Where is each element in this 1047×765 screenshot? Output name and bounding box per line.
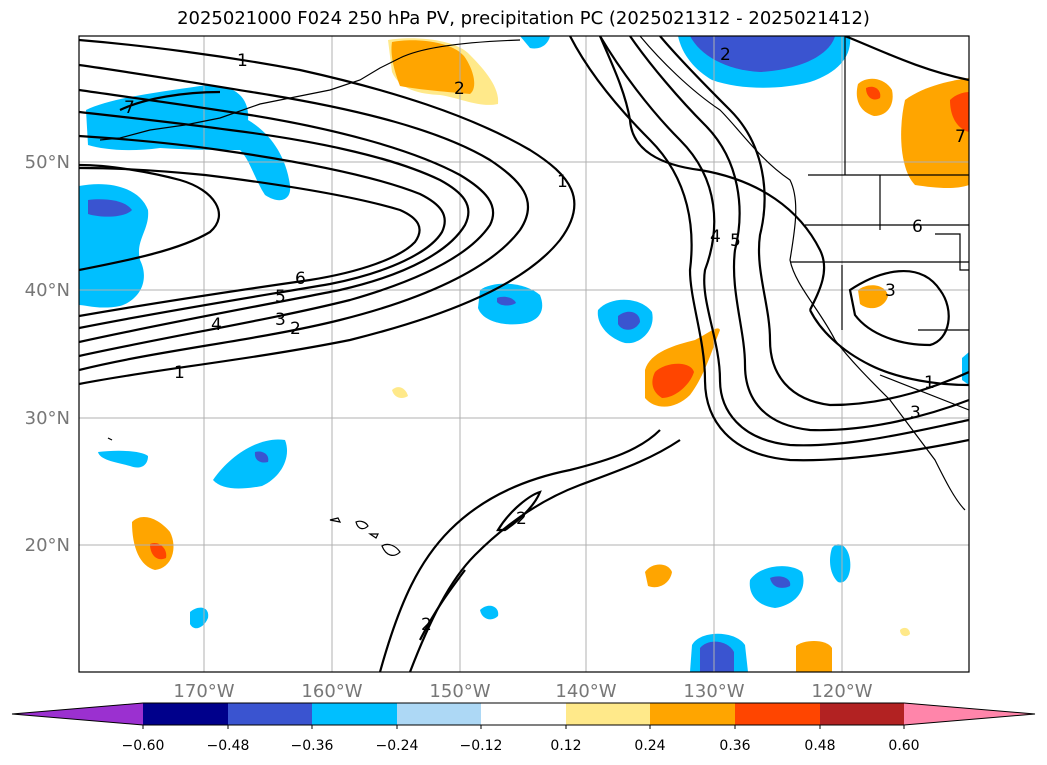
colorbar-tick-label: 0.48 [804, 738, 835, 754]
colorbar-segment [143, 703, 228, 725]
contour-label: 1 [237, 51, 248, 71]
colorbar-extend-low [12, 703, 143, 725]
colorbar-segment [312, 703, 397, 725]
lat-label: 20°N [25, 535, 70, 556]
lat-label: 30°N [25, 408, 70, 429]
precip-core-n [690, 36, 835, 72]
contour-label: 2 [290, 319, 301, 339]
map-gridlines [79, 36, 969, 672]
colorbar-segment [820, 703, 904, 725]
lon-label: 160°W [301, 681, 362, 702]
contour-label: 4 [710, 227, 721, 247]
precip-area-n2 [520, 36, 550, 49]
colorbar-tick-label: −0.12 [460, 738, 503, 754]
precip-area-sw2 [98, 450, 148, 468]
precip-area-pos-s1 [645, 564, 672, 588]
lat-label: 40°N [25, 280, 70, 301]
contour-label: 2 [454, 79, 465, 99]
colorbar-segment [397, 703, 481, 725]
map-frame [78, 35, 970, 673]
lon-label: 140°W [555, 681, 616, 702]
colorbar-segment [566, 703, 650, 725]
colorbar-extend-high [904, 703, 1035, 725]
precip-area-pos-small2 [900, 627, 910, 637]
contour-label: 4 [211, 315, 222, 335]
precip-area-pos-s2 [796, 641, 832, 672]
precip-core-pos-ne2 [866, 86, 881, 100]
contour-label: 1 [557, 172, 568, 192]
precip-area-sw1 [213, 439, 288, 489]
precip-area-e [962, 352, 969, 385]
colorbar-segment [650, 703, 735, 725]
contour-label: 5 [730, 231, 741, 251]
contour-label: 5 [275, 287, 286, 307]
contour-label: 1 [174, 363, 185, 383]
colorbar-segment [228, 703, 312, 725]
contour-label: 6 [295, 269, 306, 289]
precip-core-c1 [497, 296, 516, 306]
precip-core-pos-ne [950, 92, 969, 132]
lon-label: 130°W [683, 681, 744, 702]
contour-label: 1 [924, 373, 935, 393]
map-title: 2025021000 F024 250 hPa PV, precipitatio… [177, 8, 870, 29]
precip-area-s2 [480, 605, 499, 620]
contour-label: 7 [955, 127, 966, 147]
colorbar-tick-labels: −0.60 −0.48 −0.36 −0.24 −0.12 0.12 0.24 … [122, 738, 920, 754]
hawaii-islands [107, 437, 401, 556]
colorbar-tick-label: −0.36 [291, 738, 334, 754]
contour-label: 2 [720, 45, 731, 65]
precip-core-sw1 [254, 451, 269, 463]
precip-core-pos-sw [150, 542, 167, 560]
precip-core-w [88, 199, 132, 217]
lon-label: 120°W [811, 681, 872, 702]
contour-label: 7 [124, 98, 135, 118]
colorbar-segment [735, 703, 820, 725]
pv-contours [79, 36, 969, 672]
pv-contour-labels: 1 7 2 2 1 6 5 4 3 2 1 4 5 6 3 3 1 7 2 2 [124, 45, 966, 635]
precip-area-se1 [749, 566, 804, 608]
contour-label: 6 [912, 217, 923, 237]
lat-label: 50°N [25, 152, 70, 173]
map-content: 1 7 2 2 1 6 5 4 3 2 1 4 5 6 3 3 1 7 2 2 [79, 36, 969, 672]
precip-area-pos-e [858, 285, 888, 309]
contour-label: 3 [885, 281, 896, 301]
longitude-labels: 170°W 160°W 150°W 140°W 130°W 120°W [173, 681, 872, 702]
colorbar-tick-label: −0.24 [376, 738, 419, 754]
contour-label: 3 [910, 403, 921, 423]
precip-core-pos-c [652, 363, 694, 398]
colorbar-tick-label: −0.60 [122, 738, 165, 754]
precip-area-se2 [830, 544, 851, 583]
contour-label: 2 [516, 509, 527, 529]
coastlines [99, 36, 969, 511]
colorbar-tick-label: −0.48 [207, 738, 250, 754]
precip-core-s [700, 641, 734, 672]
contour-label: 2 [421, 615, 432, 635]
colorbar [11, 702, 1036, 729]
latitude-labels: 50°N 40°N 30°N 20°N [25, 152, 70, 556]
colorbar-tick-label: 0.60 [888, 738, 919, 754]
lon-label: 150°W [429, 681, 490, 702]
precip-core-c2 [618, 311, 640, 330]
colorbar-tick-label: 0.24 [634, 738, 665, 754]
precip-area-pos-small [392, 387, 408, 398]
colorbar-tick-label: 0.12 [550, 738, 581, 754]
lon-label: 170°W [173, 681, 234, 702]
colorbar-segment [481, 703, 566, 725]
colorbar-tick-label: 0.36 [719, 738, 750, 754]
precip-core-se1 [770, 576, 791, 588]
contour-label: 3 [275, 310, 286, 330]
